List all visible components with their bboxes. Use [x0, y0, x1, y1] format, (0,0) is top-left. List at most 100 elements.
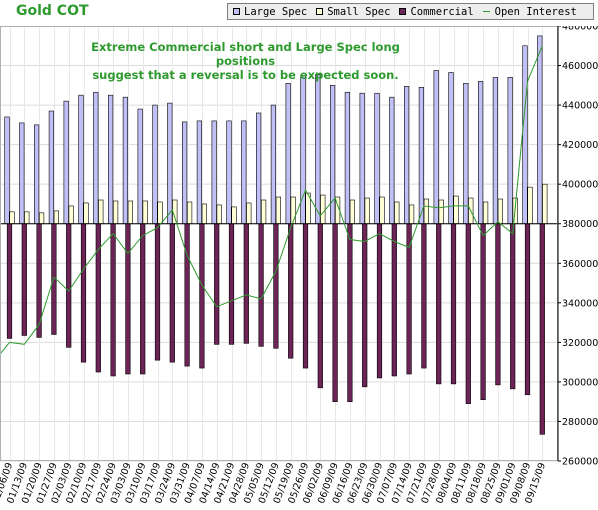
- bar-commercial: [450, 223, 457, 385]
- bar-small-spec: [527, 186, 533, 225]
- y-tick-label: 460000: [562, 61, 598, 72]
- bar-small-spec: [127, 200, 134, 225]
- bar-small-spec: [98, 199, 104, 225]
- legend-item-large-spec: Large Spec: [233, 6, 307, 18]
- y-tick-label: 440000: [562, 101, 598, 112]
- bar-large-spec: [152, 104, 158, 225]
- annotation-line-2: suggest that a reversal is to be expecte…: [92, 68, 399, 82]
- legend-item-open-interest: Open Interest: [482, 6, 577, 18]
- bar-commercial: [302, 223, 309, 369]
- bar-commercial: [154, 223, 161, 361]
- bar-large-spec: [344, 91, 351, 225]
- bar-commercial: [258, 223, 264, 347]
- bar-small-spec: [68, 205, 74, 225]
- bar-large-spec: [418, 86, 425, 225]
- bar-small-spec: [231, 206, 237, 225]
- bar-commercial: [510, 223, 516, 390]
- chart-title: Gold COT: [16, 3, 89, 19]
- line-open-interest: [0, 45, 543, 355]
- bar-small-spec: [275, 196, 282, 225]
- bar-small-spec: [113, 200, 119, 225]
- legend: Large Spec Small Spec Commercial Open In…: [227, 3, 594, 20]
- bar-commercial: [347, 223, 353, 402]
- bar-commercial: [480, 223, 486, 401]
- bar-large-spec: [4, 116, 10, 225]
- legend-swatch-commercial: [399, 8, 407, 15]
- bar-commercial: [376, 223, 383, 379]
- bar-small-spec: [157, 201, 163, 225]
- y-tick-label: 400000: [562, 180, 598, 191]
- bar-large-spec: [196, 120, 203, 225]
- bar-commercial: [199, 223, 205, 369]
- bar-large-spec: [433, 70, 439, 225]
- bar-large-spec: [315, 74, 321, 225]
- legend-label-small-spec: Small Spec: [327, 5, 391, 18]
- bar-commercial: [169, 223, 175, 363]
- bar-small-spec: [408, 204, 415, 225]
- bar-small-spec: [187, 201, 193, 225]
- y-tick-label: 320000: [562, 338, 598, 349]
- title-bar: Gold COT Large Spec Small Spec Commercia…: [0, 0, 598, 26]
- legend-item-commercial: Commercial: [399, 6, 474, 18]
- bar-small-spec: [453, 195, 459, 225]
- bar-commercial: [317, 223, 323, 389]
- bar-small-spec: [216, 204, 222, 225]
- bar-large-spec: [285, 83, 291, 225]
- bar-small-spec: [423, 198, 430, 225]
- bar-commercial: [421, 223, 427, 369]
- bar-commercial: [140, 223, 146, 375]
- bar-commercial: [273, 223, 279, 349]
- bar-large-spec: [78, 94, 84, 225]
- bar-commercial: [465, 223, 471, 404]
- y-tick-label: 260000: [562, 457, 598, 468]
- bar-large-spec: [226, 120, 232, 225]
- bar-commercial: [436, 223, 442, 385]
- bar-small-spec: [24, 211, 30, 225]
- bar-large-spec: [108, 94, 114, 225]
- bar-small-spec: [246, 202, 252, 225]
- bar-large-spec: [255, 112, 262, 225]
- bar-large-spec: [448, 72, 454, 225]
- bar-large-spec: [33, 124, 40, 225]
- bar-large-spec: [389, 96, 395, 225]
- bar-commercial: [125, 223, 131, 375]
- y-tick-label: 340000: [562, 298, 598, 309]
- bar-commercial: [362, 223, 368, 388]
- bar-large-spec: [167, 102, 173, 225]
- y-tick-label: 380000: [562, 219, 598, 230]
- bar-small-spec: [9, 211, 15, 225]
- bar-small-spec: [38, 212, 45, 225]
- bar-large-spec: [211, 120, 217, 225]
- bar-commercial: [539, 223, 545, 435]
- bar-large-spec: [63, 100, 69, 225]
- bar-commercial: [66, 223, 72, 348]
- bar-large-spec: [137, 108, 143, 225]
- bar-commercial: [184, 223, 190, 367]
- y-tick-label: 280000: [562, 417, 598, 428]
- bar-large-spec: [241, 120, 247, 225]
- legend-swatch-small-spec: [316, 8, 324, 15]
- y-tick-label: 360000: [562, 259, 598, 270]
- bar-large-spec: [48, 110, 54, 225]
- bar-large-spec: [477, 81, 484, 225]
- bar-small-spec: [349, 199, 356, 225]
- legend-label-large-spec: Large Spec: [244, 5, 308, 18]
- bar-small-spec: [201, 203, 208, 225]
- bar-large-spec: [93, 91, 99, 225]
- bar-small-spec: [364, 197, 370, 225]
- bar-commercial: [332, 223, 338, 402]
- bar-small-spec: [83, 202, 89, 225]
- bar-large-spec: [359, 92, 365, 225]
- bar-large-spec: [403, 86, 410, 225]
- legend-line-open-interest: [482, 11, 490, 12]
- bar-small-spec: [482, 201, 489, 225]
- bar-small-spec: [260, 199, 267, 225]
- bar-small-spec: [320, 194, 326, 225]
- bar-small-spec: [394, 201, 400, 225]
- bar-commercial: [6, 223, 13, 339]
- annotation-line-1: Extreme Commercial short and Large Spec …: [91, 40, 400, 68]
- bar-large-spec: [374, 92, 380, 225]
- bar-small-spec: [497, 198, 504, 225]
